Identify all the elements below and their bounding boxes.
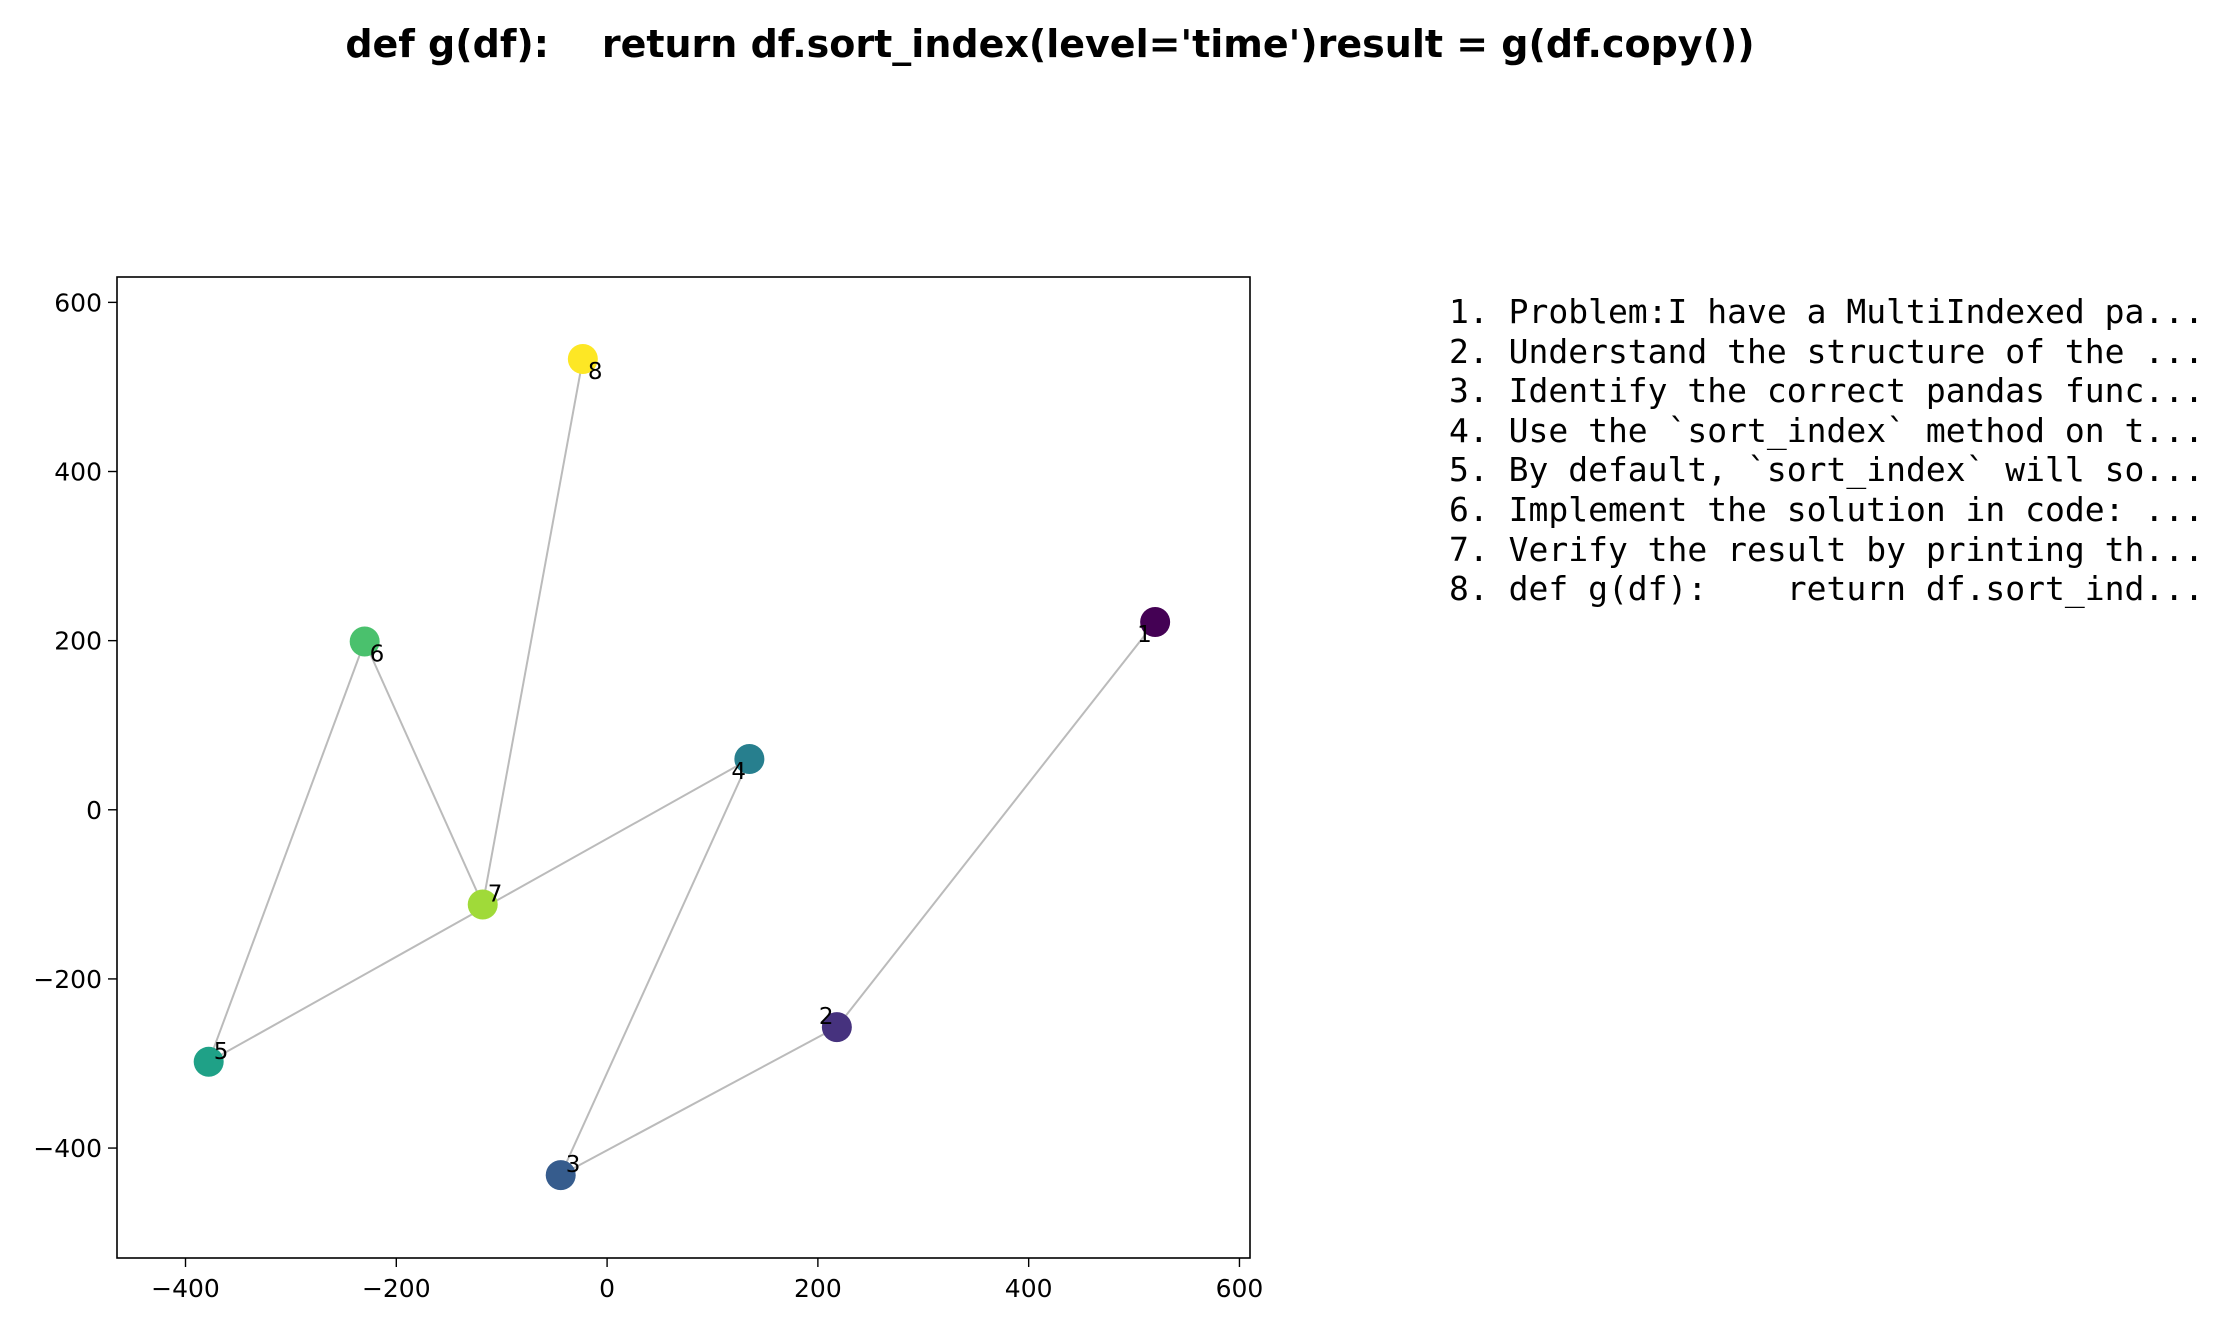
y-tick-label: 0 [86,796,102,825]
data-point [349,626,380,657]
y-tick-label: 600 [54,288,102,317]
y-tick-label: −200 [33,965,102,994]
data-point [545,1160,576,1191]
step-item: 7. Verify the result by printing th... [1449,529,2204,569]
connector-line [836,621,1156,1028]
data-point [567,344,598,375]
step-list: 1. Problem:I have a MultiIndexed pa... 2… [1449,292,2204,609]
point-label: 2 [819,1004,834,1030]
data-points [193,344,1171,1191]
x-tick-label: 200 [794,1274,842,1303]
step-item: 3. Identify the correct pandas func... [1449,371,2204,411]
point-label: 1 [1137,622,1152,648]
connector-lines [207,358,1156,1177]
step-item: 5. By default, `sort_index` will so... [1449,450,2204,490]
connector-line [363,641,484,905]
x-tick-label: −400 [151,1274,220,1303]
x-axis: −400 −200 0 200 400 600 [151,1258,1263,1303]
y-tick-label: 200 [54,627,102,656]
point-label: 3 [566,1152,581,1178]
data-point [1140,607,1171,638]
scatter-plot: 1 2 3 4 5 6 7 8 −400 −200 0 200 400 600 −400 −200 0 200… [33,276,1263,1303]
y-tick-label: 400 [54,458,102,487]
step-item: 8. def g(df): return df.sort_ind... [1449,569,2204,609]
data-point [193,1046,224,1077]
step-item: 2. Understand the structure of the ... [1449,331,2204,371]
y-axis: −400 −200 0 200 400 600 [33,288,117,1163]
connector-line [560,1026,838,1177]
x-tick-label: 0 [599,1274,615,1303]
y-tick-label: −400 [33,1134,102,1163]
data-point [734,744,765,775]
step-item: 4. Use the `sort_index` method on t... [1449,410,2204,450]
point-label: 4 [731,759,746,785]
connector-line [559,758,751,1176]
point-label: 6 [370,641,385,667]
connector-line [481,358,584,905]
data-point [821,1012,852,1043]
x-tick-label: 600 [1216,1274,1264,1303]
plot-frame [116,276,1251,1259]
point-label: 8 [588,359,603,385]
x-tick-label: −200 [362,1274,431,1303]
point-labels: 1 2 3 4 5 6 7 8 [214,359,1152,1178]
step-item: 6. Implement the solution in code: ... [1449,489,2204,529]
connector-line [207,641,366,1063]
x-tick-label: 400 [1005,1274,1053,1303]
data-point [467,889,498,920]
point-label: 5 [214,1039,229,1065]
point-label: 7 [488,882,503,908]
chart-title: def g(df): return df.sort_index(level='t… [345,22,1755,66]
step-item: 1. Problem:I have a MultiIndexed pa... [1449,292,2204,331]
